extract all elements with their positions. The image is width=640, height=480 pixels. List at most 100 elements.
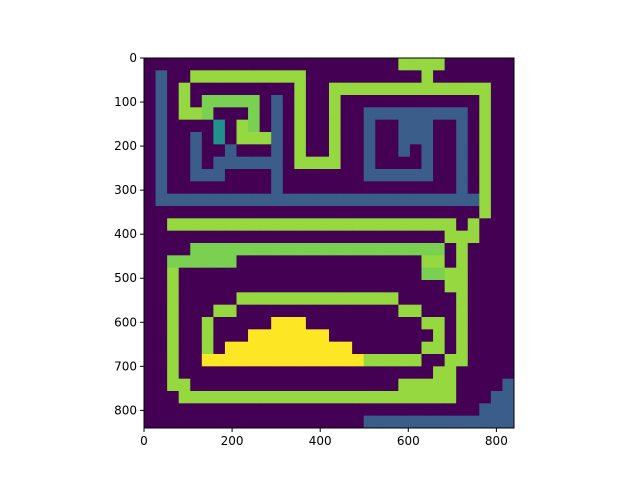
heatmap-cell <box>144 107 156 121</box>
heatmap-cell <box>144 415 156 429</box>
heatmap-cell <box>490 156 503 170</box>
heatmap-cell <box>271 255 284 269</box>
heatmap-cell <box>490 70 503 84</box>
heatmap-cell <box>248 132 261 145</box>
heatmap-cell <box>433 206 446 219</box>
heatmap-cell <box>467 415 480 429</box>
heatmap-cell <box>467 255 480 269</box>
heatmap-cell <box>305 218 318 232</box>
heatmap-cell <box>294 267 307 281</box>
heatmap-cell <box>467 95 480 108</box>
heatmap-cell <box>363 107 376 121</box>
heatmap-cell <box>190 132 203 145</box>
heatmap-cell <box>248 95 261 108</box>
heatmap-cell <box>167 206 180 219</box>
heatmap-cell <box>201 354 214 367</box>
heatmap-cell <box>213 107 226 121</box>
heatmap-cell <box>271 181 284 195</box>
heatmap-cell <box>317 144 330 158</box>
heatmap-cell <box>294 218 307 232</box>
heatmap-cell <box>305 206 318 219</box>
heatmap-cell <box>479 292 492 306</box>
heatmap-cell <box>502 58 515 71</box>
heatmap-cell <box>294 144 307 158</box>
heatmap-cell <box>155 280 168 293</box>
heatmap-cell <box>144 304 156 318</box>
heatmap-cell <box>236 378 249 392</box>
y-tick-label: 600 <box>114 315 137 329</box>
heatmap-cell <box>282 70 295 84</box>
heatmap-cell <box>363 267 376 281</box>
heatmap-cell <box>456 70 469 84</box>
heatmap-cell <box>329 132 341 145</box>
heatmap-cell <box>375 378 388 392</box>
heatmap-cell <box>144 132 156 145</box>
heatmap-cell <box>386 292 399 306</box>
heatmap-cell <box>305 354 318 367</box>
heatmap-cell <box>317 378 330 392</box>
heatmap-cell <box>352 169 365 182</box>
heatmap-cell <box>236 391 249 404</box>
heatmap-cell <box>479 341 492 355</box>
heatmap-cell <box>375 70 388 84</box>
heatmap-cell <box>282 119 295 133</box>
heatmap-cell <box>236 156 249 170</box>
heatmap-cell <box>144 341 156 355</box>
heatmap-cell <box>190 317 203 330</box>
heatmap-cell <box>456 144 469 158</box>
heatmap-cell <box>329 218 341 232</box>
heatmap-cell <box>352 119 365 133</box>
heatmap-cell <box>467 243 480 256</box>
heatmap-cell <box>236 403 249 417</box>
heatmap-cell <box>144 391 156 404</box>
heatmap-cell <box>375 243 388 256</box>
heatmap-cell <box>398 243 411 256</box>
heatmap-cell <box>201 70 214 84</box>
heatmap-cell <box>444 292 457 306</box>
heatmap-cell <box>490 341 503 355</box>
heatmap-cell <box>224 415 237 429</box>
heatmap-cell <box>433 255 446 269</box>
heatmap-cell <box>317 243 330 256</box>
heatmap-cell <box>433 403 446 417</box>
heatmap-cell <box>329 317 341 330</box>
heatmap-cell <box>294 243 307 256</box>
heatmap-cell <box>167 317 180 330</box>
heatmap-cell <box>386 107 399 121</box>
heatmap-cell <box>190 280 203 293</box>
heatmap-cell <box>398 70 411 84</box>
heatmap-cell <box>456 329 469 343</box>
heatmap-cell <box>201 366 214 380</box>
heatmap-cell <box>363 280 376 293</box>
heatmap-cell <box>375 193 388 207</box>
heatmap-cell <box>317 218 330 232</box>
heatmap-cell <box>317 58 330 71</box>
heatmap-cell <box>167 354 180 367</box>
heatmap-cell <box>502 119 515 133</box>
heatmap-cell <box>213 132 226 145</box>
heatmap-cell <box>259 95 272 108</box>
heatmap-cell <box>144 267 156 281</box>
heatmap-cell <box>329 169 341 182</box>
heatmap-cell <box>456 119 469 133</box>
heatmap-cell <box>363 255 376 269</box>
heatmap-cell <box>167 70 180 84</box>
heatmap-cell <box>201 415 214 429</box>
heatmap-cell <box>409 230 422 244</box>
heatmap-cell <box>479 169 492 182</box>
heatmap-cell <box>467 58 480 71</box>
heatmap-cell <box>305 95 318 108</box>
heatmap-cell <box>479 132 492 145</box>
heatmap-cell <box>375 341 388 355</box>
heatmap-cell <box>375 58 388 71</box>
plot-frame <box>143 57 515 429</box>
heatmap-cell <box>433 378 446 392</box>
heatmap-cell <box>386 193 399 207</box>
heatmap-cell <box>479 58 492 71</box>
heatmap-cell <box>421 58 434 71</box>
heatmap-cell <box>294 329 307 343</box>
heatmap-cell <box>398 403 411 417</box>
heatmap-cell <box>490 304 503 318</box>
heatmap-cell <box>294 415 307 429</box>
heatmap-cell <box>398 206 411 219</box>
